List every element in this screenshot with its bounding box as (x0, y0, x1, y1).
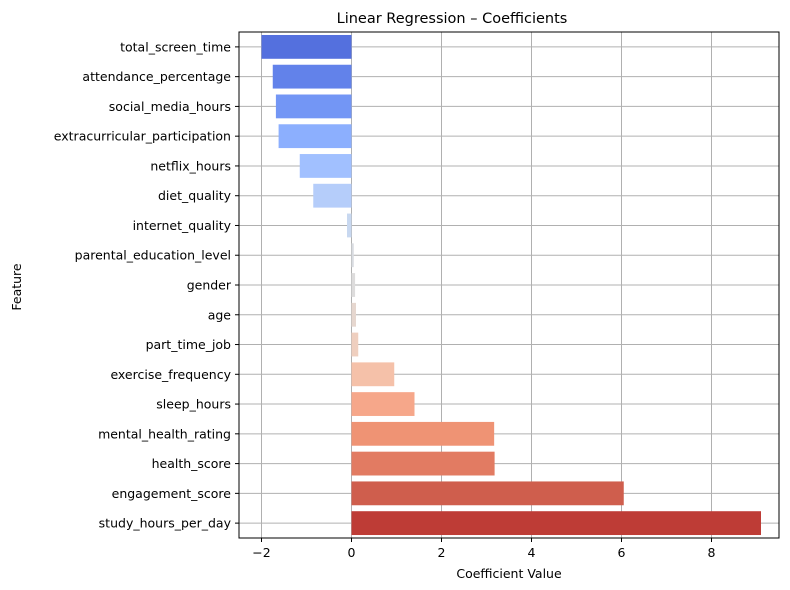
y-tick-label: gender (187, 278, 232, 293)
bar (299, 154, 352, 178)
y-tick-label: sleep_hours (156, 397, 231, 412)
y-axis-label: Feature (9, 263, 24, 311)
x-ticks: −2 0 2 4 6 8 (252, 538, 716, 560)
bars (261, 34, 761, 536)
x-tick-label: −2 (252, 545, 270, 560)
chart-title: Linear Regression – Coefficients (337, 11, 568, 27)
bar (351, 392, 415, 416)
bar (351, 421, 495, 446)
y-tick-label: parental_education_level (75, 248, 231, 263)
y-tick-label: mental_health_rating (98, 426, 231, 441)
y-tick-label: social_media_hours (109, 99, 231, 114)
bar (347, 213, 352, 238)
x-axis-label: Coefficient Value (456, 566, 562, 581)
bar (351, 302, 356, 327)
x-tick-label: 0 (348, 545, 356, 560)
y-ticks: total_screen_time attendance_percentageso… (54, 39, 239, 531)
x-tick-label: 2 (438, 545, 446, 560)
bar (351, 451, 495, 476)
bar (351, 362, 395, 387)
bar (278, 124, 352, 149)
bar (261, 34, 352, 59)
y-tick-label: part_time_job (146, 337, 231, 352)
y-tick-label: attendance_percentage (82, 69, 231, 84)
y-tick-label: netflix_hours (150, 158, 231, 173)
y-tick-label: exercise_frequency (110, 367, 231, 382)
bar (275, 94, 352, 119)
y-tick-label: engagement_score (112, 486, 232, 501)
bar (351, 481, 624, 506)
y-tick-label: internet_quality (133, 218, 232, 233)
y-tick-label: extracurricular_participation (54, 129, 231, 144)
bar (351, 273, 356, 297)
x-tick-label: 4 (528, 545, 536, 560)
y-tick-label: study_hours_per_day (99, 516, 232, 531)
x-tick-label: 8 (708, 545, 716, 560)
bar (272, 64, 352, 89)
y-tick-label: total_screen_time (120, 39, 231, 54)
bar (351, 332, 359, 357)
bar (313, 183, 352, 208)
y-tick-label: age (208, 307, 232, 322)
x-tick-label: 6 (618, 545, 626, 560)
bar (351, 511, 761, 536)
bar (351, 243, 354, 268)
y-tick-label: diet_quality (158, 188, 232, 203)
y-tick-label: health_score (152, 456, 232, 471)
